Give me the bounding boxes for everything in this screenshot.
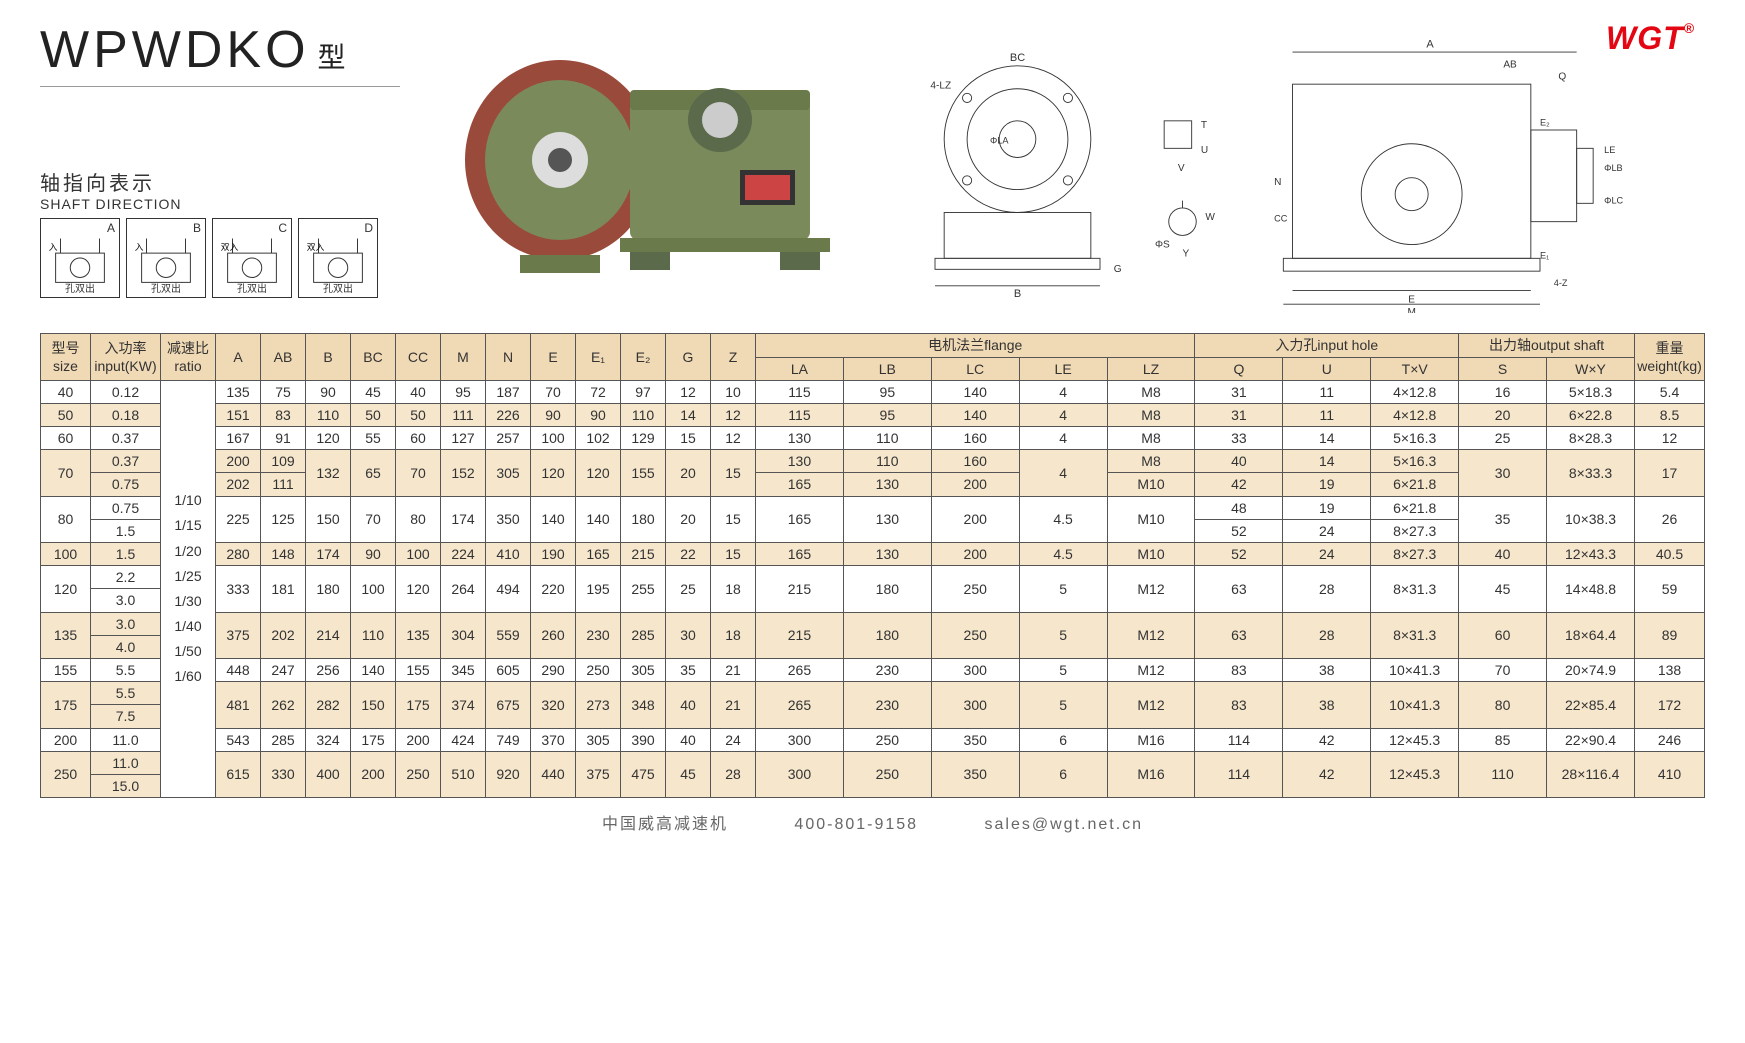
model-title: WPWDKO型 <box>40 20 400 80</box>
svg-text:4-Z: 4-Z <box>1554 278 1568 288</box>
svg-text:B: B <box>1014 288 1021 300</box>
svg-text:4-LZ: 4-LZ <box>930 81 951 92</box>
svg-text:A: A <box>1426 38 1434 50</box>
footer-company: 中国威高减速机 <box>602 816 728 833</box>
svg-text:Q: Q <box>1558 72 1566 83</box>
technical-drawing: B BC 4-LZ ΦLA G T U V ΦS W Y A AB Q N <box>880 20 1705 313</box>
svg-text:W: W <box>1205 212 1215 223</box>
svg-text:CC: CC <box>1274 214 1288 224</box>
spec-table: 型号size 入功率input(KW) 减速比ratioAABBBCCCMNEE… <box>40 333 1705 798</box>
svg-text:E₂: E₂ <box>1540 117 1550 127</box>
svg-text:入: 入 <box>49 242 58 252</box>
product-photo <box>430 20 850 300</box>
svg-text:双入: 双入 <box>221 242 239 252</box>
shaft-dir-en: SHAFT DIRECTION <box>40 196 400 212</box>
svg-text:ΦLA: ΦLA <box>990 136 1009 146</box>
svg-text:E: E <box>1408 294 1415 305</box>
svg-text:BC: BC <box>1010 52 1025 64</box>
svg-text:双入: 双入 <box>307 242 325 252</box>
svg-text:ΦLB: ΦLB <box>1604 163 1623 173</box>
footer: 中国威高减速机 400-801-9158 sales@wgt.net.cn <box>40 810 1705 834</box>
svg-text:E₁: E₁ <box>1540 250 1549 260</box>
shaft-variant: B 入 孔双出 <box>126 218 206 298</box>
svg-text:ΦS: ΦS <box>1155 239 1170 250</box>
shaft-variant: C 双入 孔双出 <box>212 218 292 298</box>
svg-text:V: V <box>1178 163 1185 174</box>
svg-text:LE: LE <box>1604 145 1615 155</box>
svg-text:N: N <box>1274 177 1281 188</box>
svg-text:入: 入 <box>135 242 144 252</box>
svg-text:U: U <box>1201 145 1208 156</box>
shaft-dir-cn: 轴指向表示 <box>40 167 400 196</box>
shaft-icons: A 入 孔双出B 入 孔双出C 双入 孔双出D 双入 孔双出 <box>40 218 400 298</box>
svg-text:Y: Y <box>1183 248 1190 259</box>
svg-text:T: T <box>1201 120 1207 131</box>
svg-text:M: M <box>1407 307 1415 313</box>
shaft-variant: D 双入 孔双出 <box>298 218 378 298</box>
svg-text:AB: AB <box>1503 60 1517 71</box>
brand-logo: WGT® <box>1606 20 1695 57</box>
top-section: WPWDKO型 轴指向表示 SHAFT DIRECTION A 入 孔双出B 入… <box>40 20 1705 313</box>
svg-text:ΦLC: ΦLC <box>1604 195 1623 205</box>
svg-text:G: G <box>1114 264 1122 275</box>
footer-email: sales@wgt.net.cn <box>985 816 1144 833</box>
shaft-variant: A 入 孔双出 <box>40 218 120 298</box>
footer-phone: 400-801-9158 <box>794 816 918 833</box>
